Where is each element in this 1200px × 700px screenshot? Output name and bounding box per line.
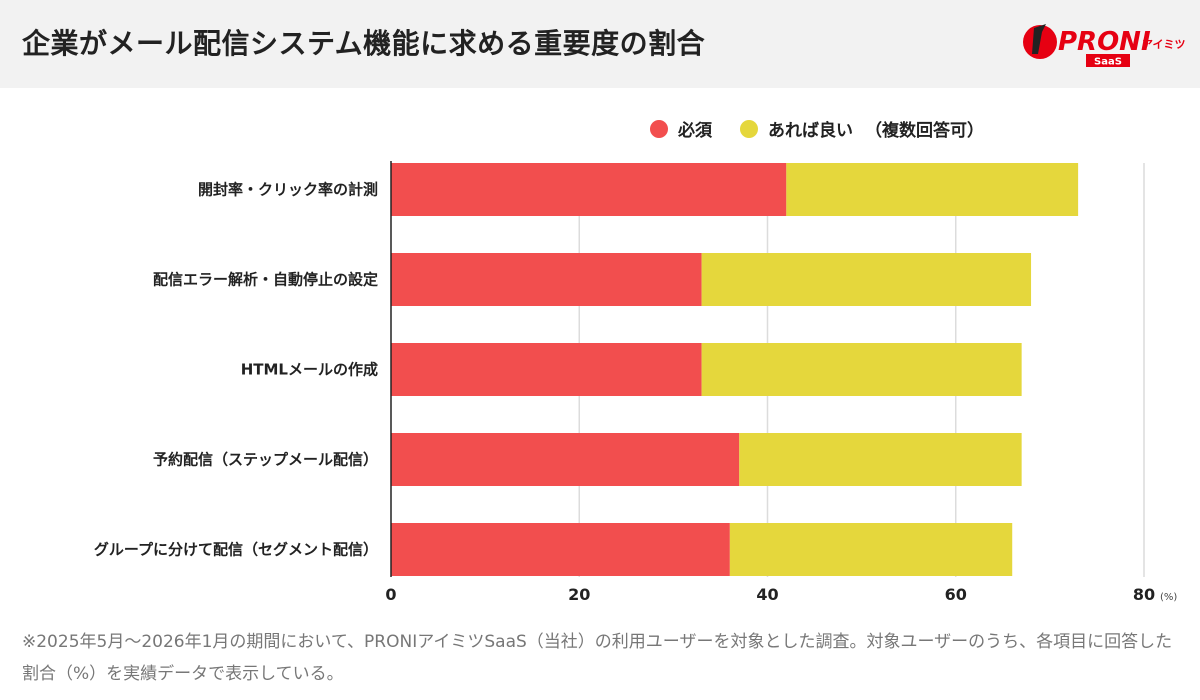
svg-text:SaaS: SaaS [1094, 57, 1122, 68]
x-tick-label: 60 [945, 585, 967, 604]
category-label: 配信エラー解析・自動停止の設定 [153, 271, 378, 289]
legend-item-nice-to-have: あれば良い （複数回答可） [740, 116, 984, 141]
bar-nice-to-have [786, 163, 1079, 216]
bar-required [391, 343, 702, 396]
bar-nice-to-have [701, 253, 1032, 306]
legend-item-required: 必須 [650, 116, 712, 141]
x-unit-label: (%) [1160, 592, 1177, 603]
legend: 必須 あれば良い （複数回答可） [650, 116, 1012, 141]
footnote: ※2025年5月〜2026年1月の期間において、PRONIアイミツSaaS（当社… [22, 632, 1173, 684]
bar-nice-to-have [739, 433, 1022, 486]
proni-logo: PRONI アイミツ SaaS [1023, 24, 1185, 68]
legend-swatch-required [650, 119, 668, 138]
x-tick-label: 0 [385, 585, 396, 604]
x-tick-label: 80 [1133, 585, 1155, 604]
category-label: 開封率・クリック率の計測 [198, 181, 378, 199]
bar-nice-to-have [701, 343, 1022, 396]
header: 企業がメール配信システム機能に求める重要度の割合 PRONI アイミツ SaaS [0, 0, 1200, 88]
legend-note: （複数回答可） [865, 121, 984, 141]
x-tick-label: 20 [568, 585, 590, 604]
bar-required [391, 163, 787, 216]
legend-label-required: 必須 [678, 121, 712, 141]
bar-required [391, 433, 740, 486]
legend-swatch-nice-to-have [740, 119, 758, 138]
svg-text:アイミツ: アイミツ [1142, 38, 1185, 51]
bar-required [391, 523, 730, 576]
legend-label-nice-to-have: あれば良い [768, 121, 853, 141]
category-label: グループに分けて配信（セグメント配信） [94, 541, 378, 559]
svg-text:PRONI: PRONI [1058, 27, 1151, 57]
bar-nice-to-have [729, 523, 1013, 576]
x-tick-label: 40 [756, 585, 778, 604]
category-label: HTMLメールの作成 [241, 361, 378, 379]
page-title: 企業がメール配信システム機能に求める重要度の割合 [22, 27, 706, 60]
category-label: 予約配信（ステップメール配信） [153, 451, 378, 469]
bar-required [391, 253, 702, 306]
